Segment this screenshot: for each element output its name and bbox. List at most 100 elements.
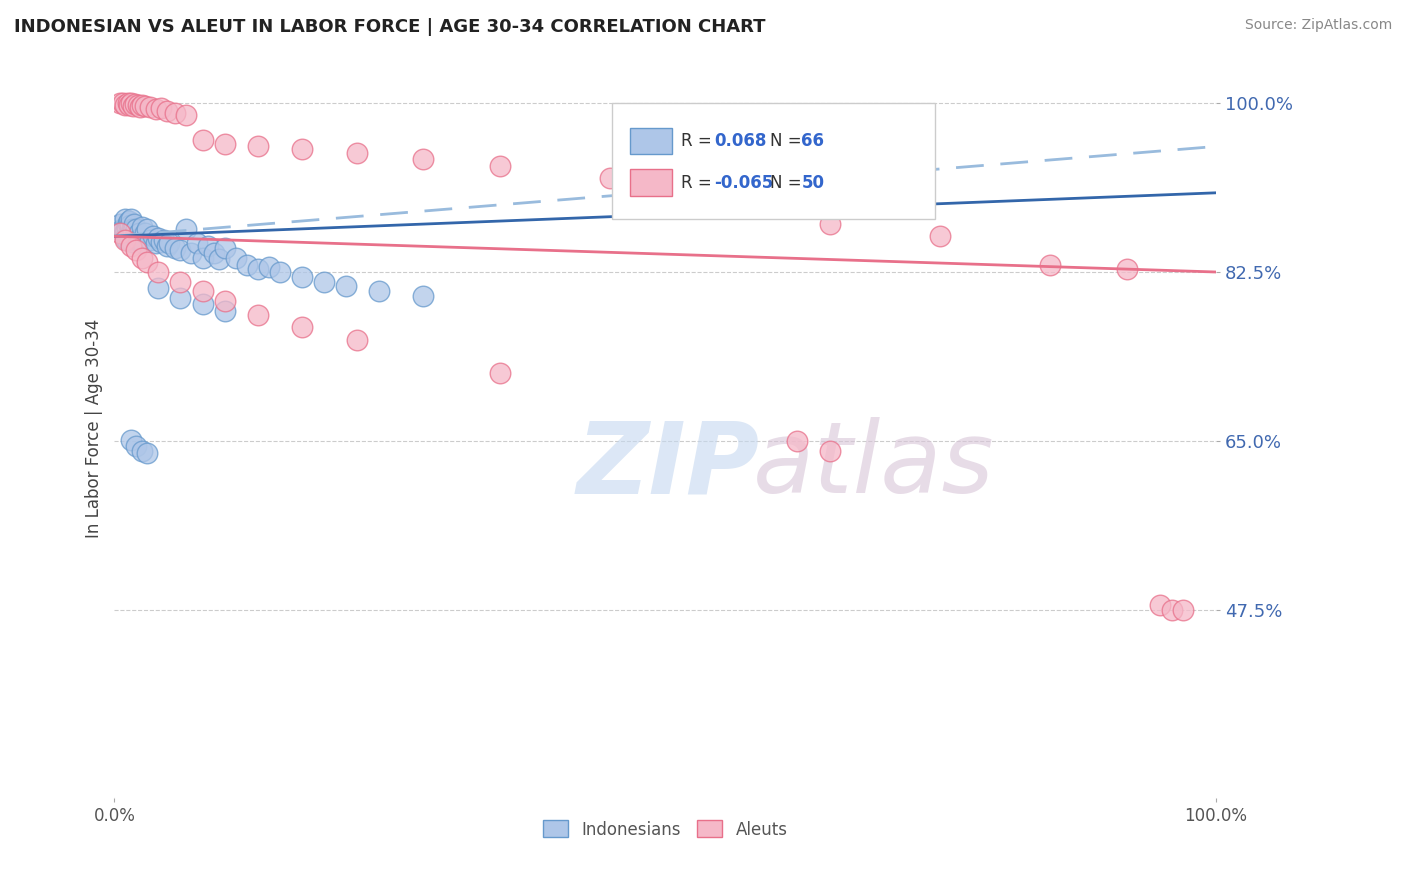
Point (120, 96, 142, 111)
Point (122, 223, 145, 237)
Text: 50: 50 (801, 174, 824, 192)
Point (225, 251, 247, 265)
Text: atlas: atlas (754, 417, 994, 515)
Point (145, 102, 167, 116)
Point (153, 233, 176, 247)
Point (148, 231, 170, 245)
Point (112, 227, 135, 241)
Text: N =: N = (770, 174, 807, 192)
Point (120, 227, 142, 242)
Point (108, 96, 131, 111)
Point (114, 231, 136, 245)
Point (131, 98, 153, 112)
Point (1039, 258, 1062, 272)
Point (148, 281, 170, 295)
Point (108, 227, 131, 241)
Point (709, 187, 731, 202)
Point (818, 443, 841, 458)
Y-axis label: In Labor Force | Age 30-34: In Labor Force | Age 30-34 (86, 319, 103, 539)
Point (599, 171, 621, 186)
Point (488, 367, 510, 381)
Point (134, 99, 156, 113)
Text: 0.068: 0.068 (714, 132, 766, 150)
Point (246, 139, 269, 153)
Text: Source: ZipAtlas.com: Source: ZipAtlas.com (1244, 18, 1392, 32)
Point (412, 152, 434, 166)
Point (127, 98, 149, 112)
Point (156, 239, 179, 253)
Point (118, 214, 141, 228)
Point (197, 239, 219, 253)
Point (127, 233, 149, 247)
Point (108, 217, 131, 231)
Point (120, 211, 142, 226)
Point (346, 146, 368, 161)
Point (488, 159, 510, 173)
Point (148, 265, 170, 279)
Point (118, 233, 141, 247)
Point (138, 100, 160, 114)
Point (169, 291, 191, 305)
Point (180, 245, 202, 260)
Point (131, 219, 153, 234)
Point (169, 243, 191, 257)
Point (128, 227, 150, 241)
Point (122, 217, 145, 231)
Point (818, 217, 841, 231)
Point (257, 260, 280, 275)
Point (117, 96, 139, 111)
Point (125, 221, 148, 235)
Text: R =: R = (681, 174, 717, 192)
Point (118, 231, 141, 245)
Text: 66: 66 (801, 132, 824, 150)
Point (214, 136, 236, 151)
Text: R =: R = (681, 132, 717, 150)
Point (163, 105, 186, 120)
Point (125, 439, 148, 453)
Point (122, 99, 145, 113)
Point (235, 258, 257, 272)
Point (186, 235, 208, 250)
Point (149, 235, 172, 249)
Point (291, 142, 314, 156)
Point (312, 275, 335, 289)
Point (124, 229, 146, 244)
Point (246, 309, 269, 323)
Point (335, 279, 357, 293)
Point (114, 98, 136, 112)
Point (114, 227, 136, 241)
Point (1171, 603, 1194, 617)
Point (163, 241, 186, 255)
Point (124, 97, 146, 112)
Point (128, 100, 150, 114)
Point (191, 285, 214, 299)
Point (117, 216, 139, 230)
Point (114, 211, 136, 226)
Text: -0.065: -0.065 (714, 174, 773, 192)
Point (136, 445, 159, 459)
Point (118, 98, 141, 112)
Point (929, 229, 952, 244)
Point (115, 233, 138, 247)
Point (142, 229, 165, 244)
Point (269, 265, 291, 279)
Point (145, 235, 167, 250)
Point (191, 297, 214, 311)
Point (1149, 598, 1171, 612)
Point (128, 231, 150, 245)
Point (131, 251, 153, 265)
Point (156, 103, 179, 118)
Point (1160, 603, 1182, 617)
Text: N =: N = (770, 132, 807, 150)
Point (1116, 262, 1139, 277)
Point (246, 262, 269, 277)
Point (214, 303, 236, 318)
Point (208, 252, 231, 267)
Point (169, 275, 191, 289)
Point (114, 233, 136, 247)
Point (367, 285, 389, 299)
Legend: Indonesians, Aleuts: Indonesians, Aleuts (536, 814, 794, 846)
Point (136, 221, 159, 235)
Point (134, 227, 156, 241)
Point (214, 241, 236, 255)
